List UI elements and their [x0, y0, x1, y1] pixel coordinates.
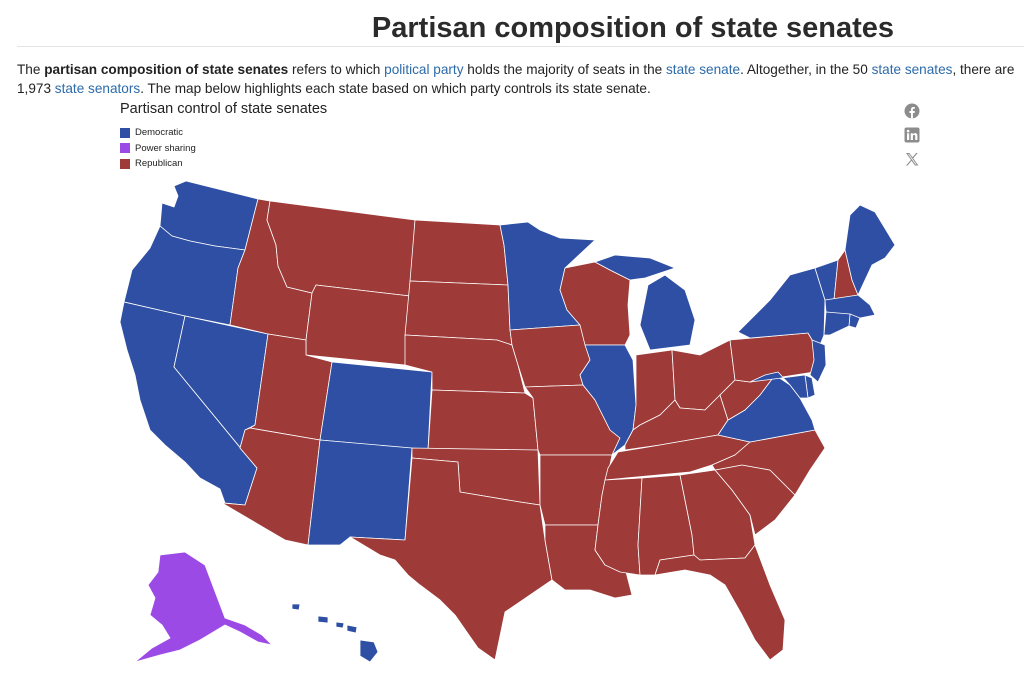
legend-item-democratic: Democratic: [120, 125, 196, 141]
state-texas[interactable]: [349, 457, 553, 661]
intro-text: , there are 1,973: [17, 62, 1015, 96]
state-michigan[interactable]: [594, 254, 696, 351]
state-montana[interactable]: [266, 200, 416, 297]
state-new-york[interactable]: [737, 267, 826, 351]
x-icon[interactable]: [904, 151, 920, 167]
intro-text: refers to which: [288, 62, 385, 77]
intro-text: . The map below highlights each state ba…: [140, 81, 651, 96]
intro-text: holds the majority of seats in the: [463, 62, 666, 77]
state-senates-link[interactable]: state senates: [871, 62, 953, 77]
state-north-dakota[interactable]: [409, 219, 509, 286]
state-maine[interactable]: [844, 204, 896, 296]
state-hawaii[interactable]: [291, 603, 379, 663]
intro-text: . Altogether, in the 50: [740, 62, 872, 77]
legend-item-republican: Republican: [120, 156, 196, 172]
legend-swatch-republican: [120, 158, 130, 169]
state-florida[interactable]: [654, 544, 786, 661]
state-iowa[interactable]: [509, 324, 593, 388]
state-maryland[interactable]: [749, 371, 809, 399]
linkedin-icon[interactable]: [904, 127, 920, 143]
state-illinois[interactable]: [579, 344, 637, 456]
facebook-icon[interactable]: [904, 103, 920, 119]
legend-swatch-power-sharing: [120, 143, 130, 154]
state-new-mexico[interactable]: [307, 439, 413, 546]
intro-text: The: [17, 62, 45, 77]
political-party-link[interactable]: political party: [384, 62, 464, 77]
state-alaska[interactable]: [134, 551, 273, 663]
legend-label-democratic: Democratic: [135, 127, 184, 139]
state-connecticut[interactable]: [823, 311, 851, 336]
state-wyoming[interactable]: [305, 284, 411, 366]
legend-swatch-democratic: [120, 127, 130, 138]
title-divider: [17, 46, 1024, 47]
state-senators-link[interactable]: state senators: [54, 81, 141, 96]
share-bar: [904, 103, 922, 175]
map-title: Partisan control of state senates: [120, 101, 328, 117]
intro-bold-term: partisan composition of state senates: [44, 62, 289, 77]
state-new-jersey[interactable]: [809, 339, 827, 383]
state-colorado[interactable]: [319, 361, 433, 451]
state-senate-link[interactable]: state senate: [666, 62, 741, 77]
legend-label-power-sharing: Power sharing: [135, 142, 196, 154]
state-kansas[interactable]: [427, 389, 539, 451]
legend-item-power-sharing: Power sharing: [120, 141, 196, 157]
legend-label-republican: Republican: [135, 158, 183, 170]
state-south-dakota[interactable]: [404, 280, 513, 346]
map-legend: Democratic Power sharing Republican: [120, 125, 196, 172]
state-north-carolina[interactable]: [711, 429, 826, 496]
intro-paragraph: The partisan composition of state senate…: [17, 60, 1017, 98]
page-title: Partisan composition of state senates: [371, 12, 895, 44]
